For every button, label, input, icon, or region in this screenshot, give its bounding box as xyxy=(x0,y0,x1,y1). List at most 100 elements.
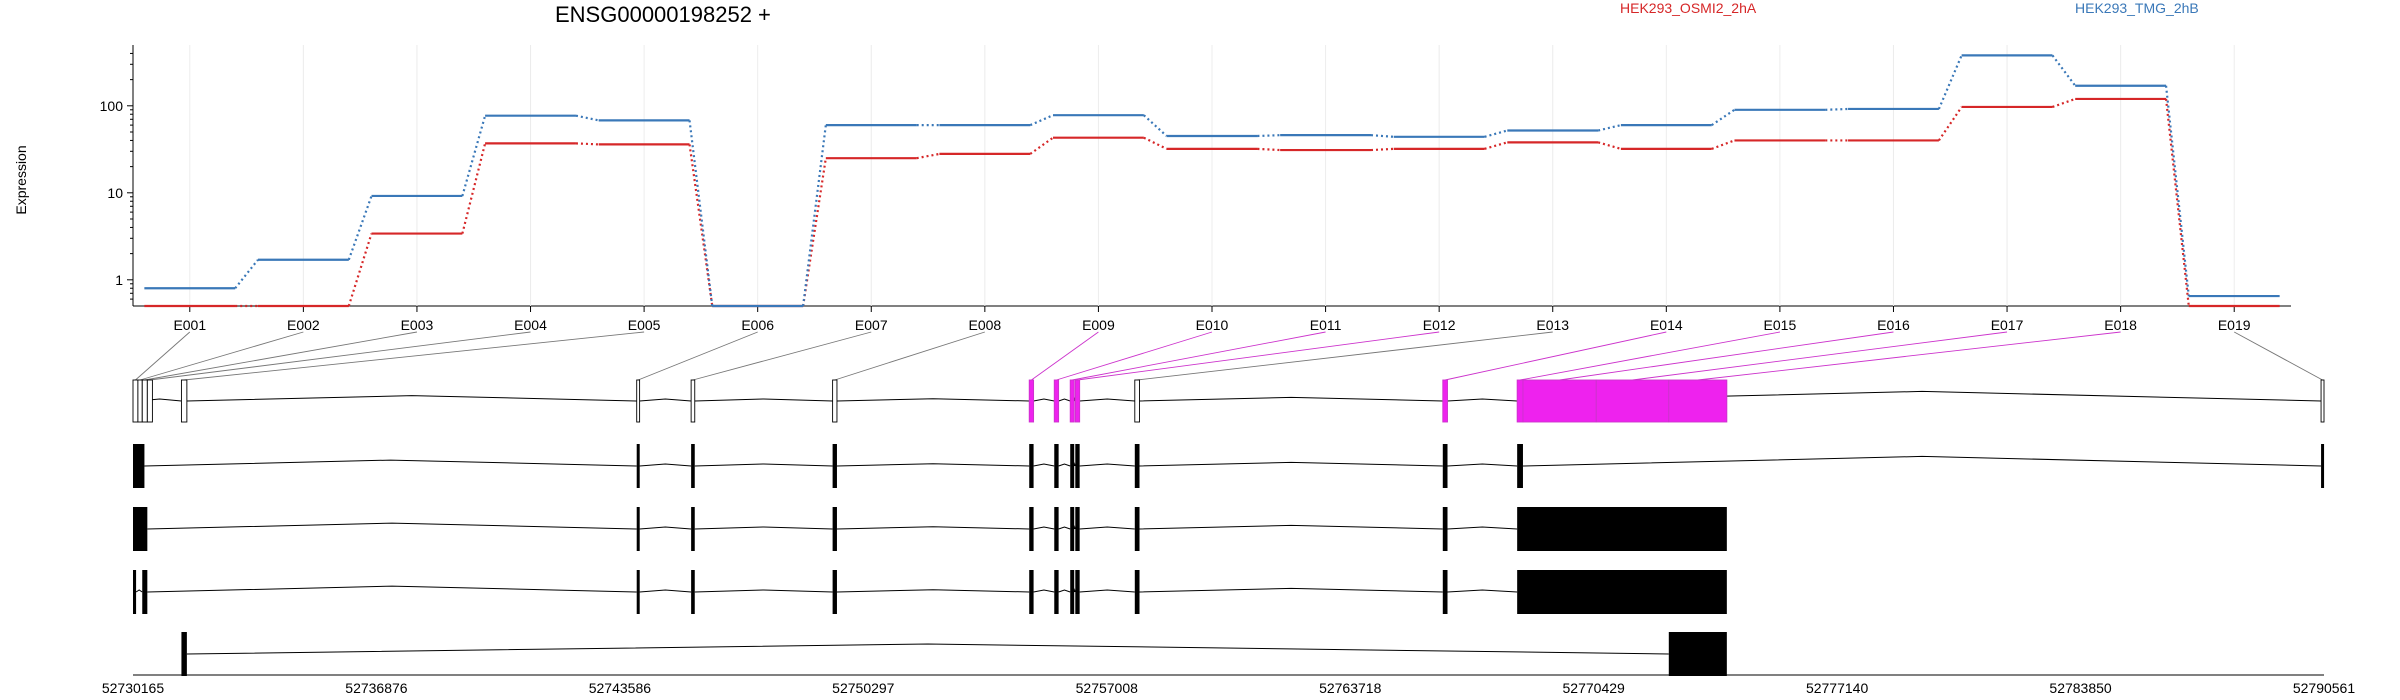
series-connector xyxy=(1825,107,1849,111)
intron xyxy=(186,395,637,402)
exon-mapping-line xyxy=(637,331,758,381)
exon-mapping-line xyxy=(1697,331,2121,381)
legend-entry-series-1: HEK293_OSMI2_2hA xyxy=(1620,0,1757,16)
y-axis-label: Expression xyxy=(13,145,29,214)
exon-mapping-line xyxy=(1056,331,1213,381)
genomic-tick-label: 52750297 xyxy=(832,680,895,696)
intron xyxy=(1079,526,1135,530)
series-connector xyxy=(1257,134,1281,138)
intron xyxy=(135,589,143,593)
exon-box xyxy=(1595,379,1670,423)
exon-box xyxy=(690,379,696,423)
transcript-exon xyxy=(1134,507,1140,551)
exon-mapping-line xyxy=(139,331,304,381)
transcript xyxy=(133,570,1727,614)
intron xyxy=(694,589,833,593)
intron xyxy=(1073,525,1076,530)
legend-entry-series-2: HEK293_TMG_2hB xyxy=(2075,0,2199,16)
transcript-exon xyxy=(1134,444,1140,488)
x-tick-label: E009 xyxy=(1082,317,1115,333)
genomic-tick-label: 52757008 xyxy=(1076,680,1139,696)
exon-box xyxy=(1074,379,1081,423)
genomic-tick-label: 52730165 xyxy=(102,680,165,696)
x-tick-label: E007 xyxy=(855,317,888,333)
intron xyxy=(1073,588,1076,593)
genomic-tick-label: 52763718 xyxy=(1319,680,1382,696)
intron xyxy=(694,398,833,402)
exon-mapping-line xyxy=(135,331,191,381)
series-connector xyxy=(1370,147,1394,152)
transcript-exon xyxy=(1029,507,1034,551)
intron xyxy=(1447,463,1518,467)
series-line xyxy=(144,54,2280,308)
intron xyxy=(639,463,692,467)
x-tick-label: E017 xyxy=(1991,317,2024,333)
intron xyxy=(1058,589,1071,593)
intron xyxy=(1447,526,1518,530)
transcript-exon xyxy=(1442,570,1448,614)
series-connector xyxy=(1937,54,1963,110)
y-tick-label: 1 xyxy=(115,272,123,288)
series-connector xyxy=(575,114,599,122)
series-connector xyxy=(461,115,487,197)
x-tick-label: E018 xyxy=(2104,317,2137,333)
intron xyxy=(1079,589,1135,593)
series-connector xyxy=(234,259,259,289)
intron xyxy=(836,463,1030,467)
exon-mapping-line xyxy=(1031,331,1099,381)
exon-mapping-line xyxy=(2233,331,2323,381)
intron xyxy=(1079,463,1135,467)
x-tick-label: E006 xyxy=(741,317,774,333)
transcript-exon xyxy=(1029,444,1034,488)
exon-box xyxy=(1134,379,1140,423)
intron xyxy=(144,459,637,467)
x-tick-label: E002 xyxy=(287,317,320,333)
transcript-exon xyxy=(691,444,695,488)
transcript xyxy=(133,507,1727,551)
series-connector xyxy=(1257,147,1281,152)
transcript-exon xyxy=(133,507,148,551)
x-tick-label: E015 xyxy=(1764,317,1797,333)
transcript xyxy=(181,632,1727,676)
intron xyxy=(1073,462,1076,467)
intron xyxy=(694,526,833,530)
exon-box xyxy=(832,379,838,423)
intron xyxy=(1033,526,1055,530)
series-connector xyxy=(1711,108,1736,127)
intron xyxy=(1447,398,1518,402)
x-tick-label: E003 xyxy=(401,317,434,333)
transcript-exon xyxy=(1134,570,1140,614)
series-connector xyxy=(2052,97,2076,108)
transcript-exon xyxy=(133,570,137,614)
x-tick-label: E004 xyxy=(514,317,547,333)
gene-model: 52730165 52736876 52743586 52750297 52757008… xyxy=(102,331,2355,696)
transcript-exon xyxy=(1070,507,1075,551)
intron xyxy=(694,463,833,467)
series-connector xyxy=(1937,106,1963,142)
exon-mapping-line xyxy=(1445,331,1667,381)
genomic-tick-label: 52736876 xyxy=(345,680,408,696)
intron xyxy=(186,643,1669,655)
series-connector xyxy=(1143,114,1168,137)
genomic-tick-label: 52770429 xyxy=(1563,680,1626,696)
transcript-exon xyxy=(133,444,145,488)
transcript-exon xyxy=(832,444,837,488)
series-connector xyxy=(916,152,940,160)
series-connector xyxy=(461,143,487,234)
expression-plot: 1 10 100 E001 E002 E003 E004 E005 E006 E007 E008 E0… xyxy=(100,45,2291,333)
exon-box xyxy=(1516,379,1524,423)
transcript-exon xyxy=(1054,444,1059,488)
intron xyxy=(836,398,1030,402)
intron xyxy=(836,526,1030,530)
genomic-tick-label: 52743586 xyxy=(589,680,652,696)
transcript-exon xyxy=(1517,570,1727,614)
exon-box xyxy=(1522,379,1597,423)
intron xyxy=(1447,589,1518,593)
exon-box xyxy=(141,379,148,423)
intron xyxy=(1522,455,2322,467)
exon-box xyxy=(1028,379,1035,423)
exon-mapping-line xyxy=(834,331,985,381)
transcript-exon xyxy=(1517,507,1727,551)
series-connector xyxy=(347,233,373,307)
transcript-exon xyxy=(691,507,695,551)
